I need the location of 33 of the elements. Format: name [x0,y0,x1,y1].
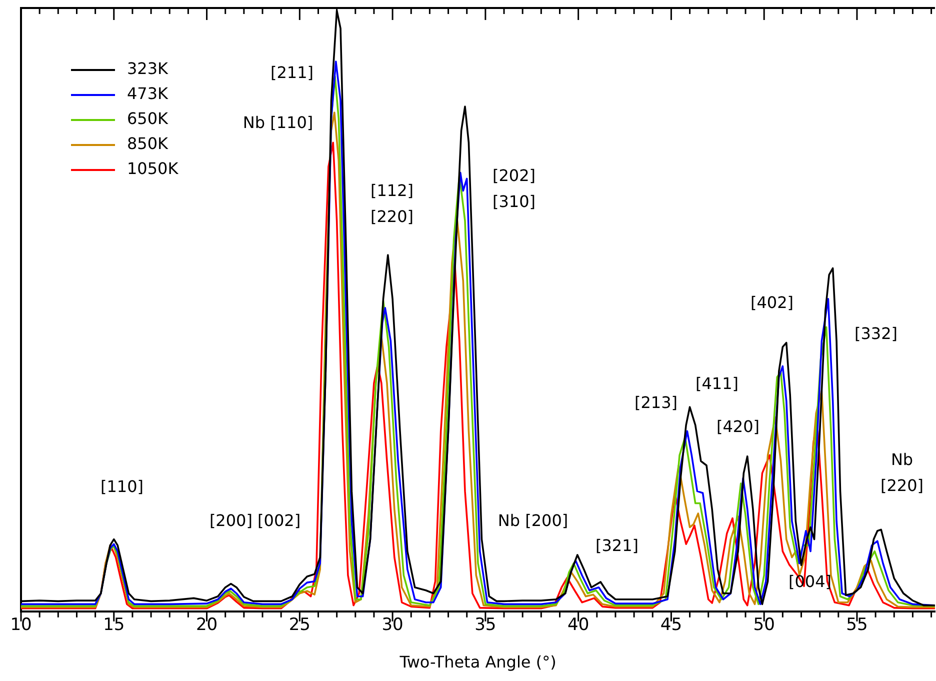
annotation: [202] [492,166,536,186]
annotation: Nb [110] [242,113,314,132]
legend-label: 650K [127,109,169,128]
annotation: [110] [100,477,144,496]
x-tick-label: 50 [753,615,775,636]
annotation: [220] [370,207,414,226]
x-tick-label: 15 [103,615,125,636]
x-tick-label: 20 [196,615,218,636]
annotation: [420] [716,417,760,436]
x-tick-label: 35 [474,615,496,636]
annotation: [332] [854,324,898,344]
annotation: [200] [002] [209,511,301,530]
legend-label: 323K [127,59,169,78]
legend-label: 1050K [127,159,179,178]
annotation: [112] [370,181,414,200]
annotation: [211] [270,63,314,82]
annotation: [213] [634,393,678,412]
annotation: [310] [492,192,536,212]
x-tick-label: 55 [846,615,868,636]
annotation: [402] [750,293,794,312]
x-tick-label: 25 [288,615,310,636]
annotation: Nb [200] [498,511,568,530]
x-tick-label: 30 [382,615,404,636]
annotation: [220] [880,476,924,496]
legend-label: 473K [127,84,169,104]
annotation: Nb [890,450,914,470]
x-axis-title: Two-Theta Angle (°) [398,652,556,672]
x-tick-label: 40 [567,615,590,636]
annotation: [411] [695,374,739,394]
x-tick-label: 10 [10,615,32,636]
x-tick-label: 45 [660,615,682,636]
annotation: [321] [595,536,639,556]
legend-label: 850K [127,134,169,154]
